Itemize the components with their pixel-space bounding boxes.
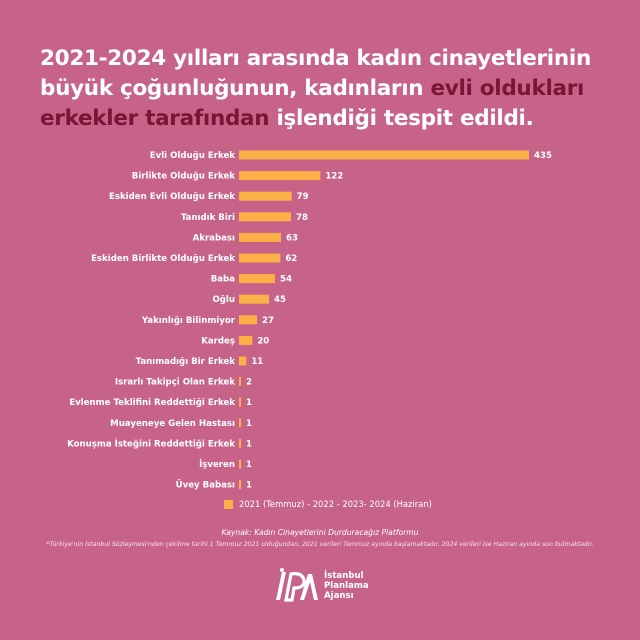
category-label: Yakınlığı Bilinmiyor bbox=[141, 316, 236, 326]
category-label: İşveren bbox=[199, 459, 235, 470]
chart-title: 2021-2024 yılları arasında kadın cinayet… bbox=[40, 44, 610, 134]
legend-label: 2021 (Temmuz) - 2022 - 2023- 2024 (Hazir… bbox=[239, 499, 432, 509]
category-label: Muayeneye Gelen Hastası bbox=[110, 419, 235, 429]
source-text: Kaynak: Kadın Cinayetlerini Durduracağız… bbox=[221, 528, 419, 537]
value-label: 1 bbox=[246, 419, 252, 429]
bar bbox=[239, 171, 321, 181]
value-label: 27 bbox=[262, 316, 274, 326]
bar bbox=[239, 335, 253, 345]
value-label: 78 bbox=[296, 213, 308, 223]
bar bbox=[239, 480, 241, 490]
bar bbox=[239, 315, 257, 325]
legend-swatch bbox=[224, 499, 233, 509]
value-label: 435 bbox=[534, 151, 552, 161]
bar bbox=[239, 418, 241, 428]
bar bbox=[239, 150, 529, 160]
title-part-2: işlendiği tespit edildi. bbox=[269, 106, 534, 131]
ipa-logo-mark bbox=[276, 568, 318, 602]
category-label: Konuşma İsteğini Reddettiği Erkek bbox=[67, 438, 235, 449]
bar bbox=[239, 294, 269, 304]
title-part-1: 2021-2024 yılları arasında kadın cinayet… bbox=[40, 46, 591, 101]
value-label: 1 bbox=[246, 439, 252, 449]
logo-line-3: Ajansı bbox=[324, 591, 354, 601]
category-label: Oğlu bbox=[212, 295, 235, 305]
category-label: Tanıdık Biri bbox=[181, 213, 235, 223]
value-label: 62 bbox=[285, 254, 297, 264]
value-label: 20 bbox=[257, 336, 269, 346]
title-highlight: evli oldukları erkekler tarafından bbox=[40, 76, 585, 131]
value-label: 1 bbox=[246, 398, 252, 408]
bar bbox=[239, 397, 241, 407]
bar bbox=[239, 438, 241, 448]
bar bbox=[239, 356, 247, 366]
bar bbox=[239, 191, 292, 201]
value-label: 1 bbox=[246, 481, 252, 491]
bar bbox=[239, 212, 291, 222]
category-label: Baba bbox=[211, 275, 236, 285]
category-label: Birlikte Olduğu Erkek bbox=[132, 172, 235, 182]
bar bbox=[239, 232, 281, 242]
footnote-text: *Türkiye'nin İstanbul Sözleşmesi'nden çe… bbox=[46, 541, 594, 548]
category-label: Evli Olduğu Erkek bbox=[150, 151, 236, 161]
value-label: 54 bbox=[280, 275, 292, 285]
ipa-logo: İstanbul Planlama Ajansı bbox=[272, 566, 369, 606]
value-label: 1 bbox=[246, 460, 252, 470]
value-label: 11 bbox=[251, 357, 263, 367]
category-label: Eskiden Birlikte Olduğu Erkek bbox=[91, 254, 235, 264]
category-label: Evlenme Teklifini Reddettiği Erkek bbox=[69, 398, 235, 408]
value-label: 122 bbox=[325, 172, 343, 182]
category-label: Kardeş bbox=[201, 336, 235, 346]
category-label: Israrlı Takipçi Olan Erkek bbox=[115, 378, 235, 388]
logo-text: İstanbul Planlama Ajansı bbox=[324, 571, 369, 601]
category-label: Akrabası bbox=[193, 233, 235, 243]
bar-chart: Evli Olduğu Erkek 435 Birlikte Olduğu Erke… bbox=[67, 150, 552, 491]
value-label: 2 bbox=[246, 378, 252, 388]
value-label: 45 bbox=[274, 295, 286, 305]
bar bbox=[239, 274, 275, 284]
logo-line-1: İstanbul bbox=[324, 571, 364, 581]
value-label: 79 bbox=[297, 192, 309, 202]
logo-line-2: Planlama bbox=[324, 581, 369, 591]
bar bbox=[239, 459, 241, 469]
legend: 2021 (Temmuz) - 2022 - 2023- 2024 (Hazir… bbox=[224, 499, 432, 509]
category-label: Üvey Babası bbox=[176, 480, 235, 491]
category-label: Tanımadığı Bir Erkek bbox=[136, 357, 236, 367]
bar bbox=[239, 253, 281, 263]
bar bbox=[239, 377, 241, 387]
value-label: 63 bbox=[286, 233, 298, 243]
category-label: Eskiden Evli Olduğu Erkek bbox=[109, 192, 235, 202]
